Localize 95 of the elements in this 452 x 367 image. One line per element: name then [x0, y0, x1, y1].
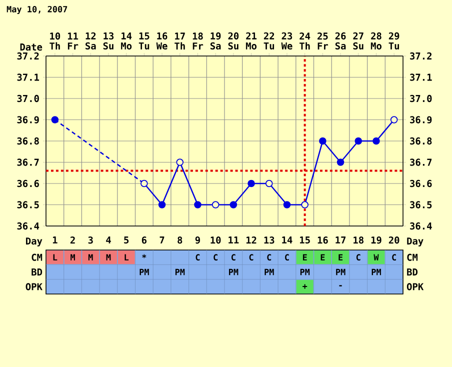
- text: PM: [372, 268, 381, 276]
- x-tick-label: 4: [106, 236, 111, 244]
- x2-tick-label: 24 Th: [300, 32, 310, 50]
- y2-tick-label: 37.1: [410, 74, 432, 81]
- x-tick-label: 6: [142, 236, 147, 244]
- y2-tick-label: OPK: [406, 283, 424, 290]
- text: C: [196, 254, 200, 261]
- x-tick-label: 20: [388, 236, 400, 244]
- y2-tick-label: 36.7: [410, 158, 432, 166]
- x2-tick-label: 23 We: [281, 32, 292, 50]
- x-tick-label: 9: [195, 236, 200, 244]
- x2-tick-label: 29 Tu: [388, 32, 400, 50]
- text: W: [374, 254, 379, 260]
- y2-tick-label: 36.8: [410, 137, 432, 145]
- x-tick-label: 19: [371, 236, 382, 244]
- x-tick-label: 3: [88, 236, 93, 244]
- x2-tick-label: 10 Th: [50, 32, 60, 50]
- text: L: [53, 254, 58, 260]
- x2-tick-label: 20 Su: [228, 32, 239, 50]
- y-tick-label: 37.1: [17, 74, 40, 81]
- y-tick-label: 37.2: [17, 52, 39, 60]
- x-axis-title: Day: [26, 238, 42, 246]
- x2-tick-label: 21 Mo: [246, 32, 257, 50]
- y-tick-label: 36.5: [17, 201, 39, 208]
- x-tick-label: 1: [52, 236, 58, 244]
- text: E: [338, 254, 343, 260]
- x-tick-label: 13: [264, 236, 274, 244]
- text: PM: [140, 268, 149, 276]
- text: -: [339, 285, 342, 286]
- text: Day: [407, 238, 424, 246]
- x2-tick-label: 11 Fr: [68, 32, 78, 50]
- y2-tick-label: 37.0: [410, 94, 432, 102]
- text: C: [356, 254, 360, 261]
- x-tick-label: 14: [282, 236, 292, 244]
- x2-tick-label: 13 Su: [103, 32, 114, 50]
- x2-tick-label: 14 Mo: [121, 32, 132, 50]
- text: PM: [300, 268, 310, 276]
- y2-tick-label: 36.6: [410, 180, 432, 188]
- x-tick-label: 5: [124, 236, 129, 244]
- x2-axis-title: Date: [20, 44, 42, 51]
- y-tick-label: CM: [32, 254, 42, 261]
- y-tick-label: BD: [32, 268, 42, 276]
- y-tick-label: OPK: [26, 283, 42, 290]
- x-tick-label: 15: [300, 236, 310, 244]
- text: E: [320, 254, 325, 260]
- x2-tick-label: 15 Tu: [138, 32, 150, 50]
- x-tick-label: 7: [160, 236, 164, 244]
- x2-tick-label: 16 We: [156, 32, 168, 50]
- x-tick-label: 12: [246, 236, 256, 244]
- x-tick-label: 2: [70, 236, 75, 244]
- x-tick-label: 11: [228, 236, 239, 244]
- text: M: [70, 254, 75, 260]
- text: L: [124, 254, 129, 260]
- y-tick-label: 36.6: [17, 180, 39, 188]
- x2-tick-label: 19 Sa: [210, 32, 221, 50]
- y-tick-label: 36.7: [17, 158, 39, 166]
- x-tick-label: 8: [178, 236, 182, 244]
- text: C: [232, 254, 236, 261]
- text: M: [106, 254, 111, 260]
- text: M: [88, 254, 93, 260]
- y2-tick-label: 37.2: [410, 52, 432, 60]
- x-tick-label: 17: [336, 236, 346, 244]
- x2-tick-label: 12 Sa: [86, 32, 96, 50]
- x2-tick-label: 25 Fr: [318, 32, 328, 50]
- text: +: [302, 284, 308, 289]
- y2-tick-label: BD: [407, 268, 418, 276]
- y-tick-label: 36.9: [17, 116, 39, 124]
- x2-tick-label: 26 Sa: [335, 32, 346, 50]
- chart-title: May 10, 2007: [6, 6, 68, 14]
- text: C: [249, 254, 254, 261]
- y2-tick-label: CM: [407, 254, 418, 261]
- text: C: [392, 254, 396, 261]
- text: PM: [175, 268, 185, 276]
- text: PM: [264, 268, 274, 276]
- y-tick-label: 37.0: [17, 94, 39, 102]
- y2-tick-label: 36.9: [410, 116, 432, 124]
- text: *: [142, 254, 146, 258]
- text: C: [214, 254, 218, 261]
- x2-tick-label: 22 Tu: [264, 32, 274, 50]
- y2-tick-label: 36.5: [410, 201, 432, 208]
- text: PM: [229, 268, 238, 276]
- text: PM: [336, 268, 346, 276]
- text: C: [267, 254, 272, 261]
- x2-tick-label: 17 Th: [174, 32, 185, 50]
- y-tick-label: 36.4: [17, 222, 40, 230]
- x2-tick-label: 28 Mo: [370, 32, 382, 50]
- x-tick-label: 10: [210, 236, 221, 244]
- x-tick-label: 16: [318, 236, 328, 244]
- x-tick-label: 18: [354, 236, 364, 244]
- y-tick-label: 36.8: [17, 137, 39, 145]
- text: C: [285, 254, 289, 261]
- x2-tick-label: 18 Fr: [192, 32, 204, 50]
- text: E: [302, 254, 307, 260]
- y2-tick-label: 36.4: [410, 222, 432, 230]
- x2-tick-label: 27 Su: [353, 32, 364, 50]
